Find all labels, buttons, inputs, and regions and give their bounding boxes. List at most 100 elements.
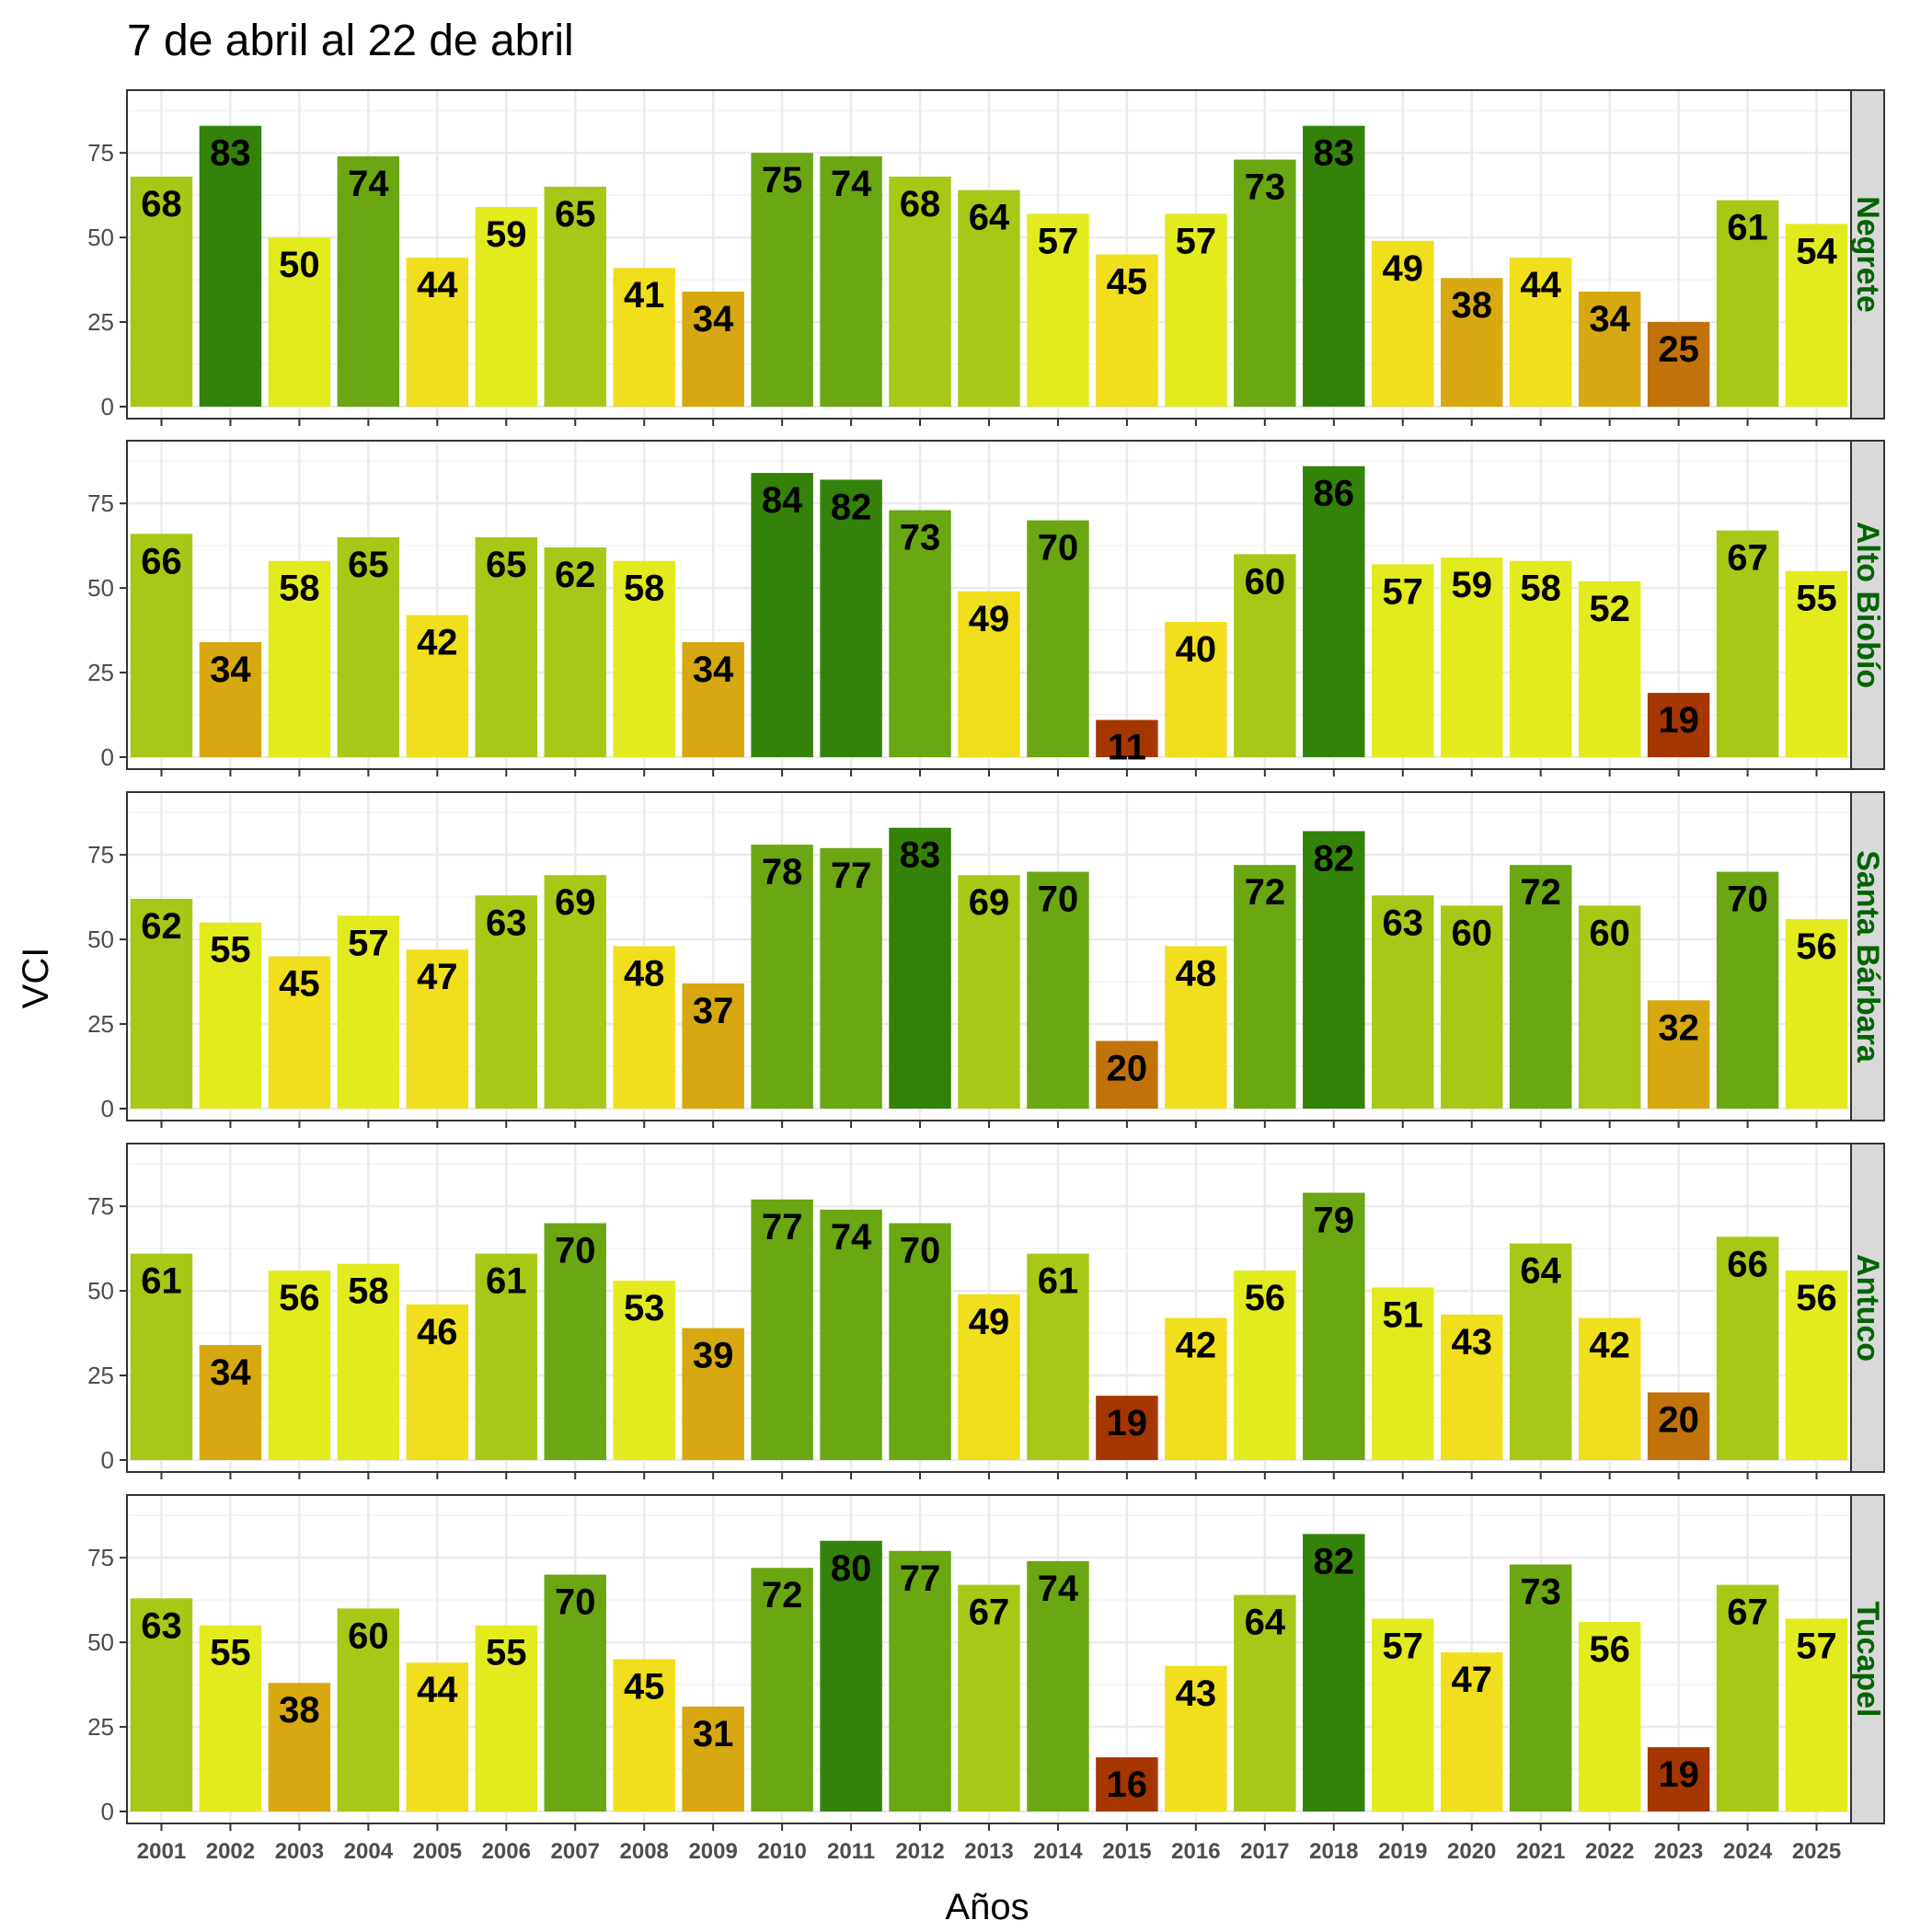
facet-panel: 63 55 38 60 44 55 70 45 31 72 80 77 67 74 16 43 64 82 57 47… [87, 1494, 1885, 1831]
bar [1027, 520, 1089, 757]
bar-value-label: 57 [1383, 1626, 1424, 1666]
x-axis-ticks: 2001 2002 2003 2004 2005 2006 2007 2008 2009 2010… [137, 1839, 1841, 1864]
bar [1716, 1236, 1779, 1460]
bar-value-label: 51 [1383, 1294, 1424, 1335]
bar-value-label: 52 [1589, 589, 1630, 629]
bar [1509, 258, 1572, 407]
bar [1303, 831, 1365, 1109]
x-tick-label: 2011 [827, 1839, 875, 1864]
bar [1372, 1618, 1434, 1811]
bar [544, 546, 606, 757]
bar [682, 641, 744, 757]
bar [1303, 466, 1365, 757]
bar-value-label: 19 [1658, 1754, 1699, 1795]
bar-value-label: 42 [1589, 1326, 1630, 1366]
x-tick-label: 2018 [1309, 1839, 1358, 1864]
bar-value-label: 78 [762, 852, 803, 892]
bar-value-label: 56 [1589, 1629, 1630, 1670]
bar [337, 1608, 400, 1811]
bar-value-label: 83 [210, 133, 251, 174]
bar-value-label: 72 [1245, 872, 1286, 913]
bar [682, 291, 744, 407]
bar-value-label: 82 [1314, 1541, 1355, 1581]
y-tick-label: 0 [101, 1798, 114, 1825]
bar-value-label: 57 [1383, 571, 1424, 612]
bar-value-label: 55 [486, 1633, 527, 1673]
bar [613, 268, 675, 407]
y-tick-label: 0 [101, 743, 114, 771]
bar [751, 845, 813, 1109]
bar [1096, 1396, 1158, 1460]
bar-value-label: 65 [348, 545, 389, 585]
bar [1027, 1560, 1089, 1811]
bar [820, 479, 882, 757]
bar [130, 1598, 193, 1811]
bar-value-label: 56 [279, 1278, 320, 1318]
bar-value-label: 59 [1451, 565, 1492, 605]
bar [1165, 1317, 1227, 1460]
bar [544, 1574, 606, 1811]
bar-value-label: 42 [417, 623, 458, 663]
bar-value-label: 77 [762, 1207, 803, 1248]
bar [1234, 554, 1296, 757]
bar [1785, 570, 1848, 757]
bar [1372, 895, 1434, 1109]
x-tick-label: 2023 [1654, 1839, 1703, 1864]
bar [475, 1625, 538, 1811]
facet-panel: 68 83 50 74 44 59 65 41 34 75 74 68 64 57 45 57 73 83 49 38… [87, 89, 1885, 426]
y-tick-label: 50 [87, 1277, 114, 1305]
bar-value-label: 73 [1520, 1572, 1561, 1613]
bar [1234, 159, 1296, 407]
bar-value-label: 66 [141, 541, 182, 581]
bar-value-label: 70 [1038, 880, 1079, 920]
bar [337, 536, 400, 757]
bar-value-label: 75 [762, 160, 803, 201]
bar-value-label: 77 [900, 1558, 941, 1599]
bar-value-label: 45 [279, 964, 320, 1005]
bar-value-label: 61 [1727, 208, 1768, 248]
bar [958, 190, 1020, 407]
facet-strip-label: Alto Biobío [1850, 522, 1885, 688]
bar-value-label: 74 [831, 164, 872, 204]
bar [751, 1568, 813, 1811]
bar [1785, 224, 1848, 407]
bar-value-label: 64 [969, 198, 1010, 238]
bar-value-label: 57 [1796, 1626, 1837, 1666]
x-tick-label: 2025 [1792, 1839, 1841, 1864]
bar [1303, 1534, 1365, 1811]
bar-value-label: 34 [1589, 299, 1630, 339]
bar [1096, 1757, 1158, 1811]
bar [820, 847, 882, 1109]
facet-panel: 62 55 45 57 47 63 69 48 37 78 77 83 69 70 20 48 72 82 63 60… [87, 791, 1885, 1128]
bar-value-label: 16 [1107, 1765, 1148, 1805]
bar-value-label: 83 [900, 835, 941, 876]
bar [475, 1253, 538, 1460]
facet-strip [1850, 89, 1885, 420]
bar [1716, 871, 1779, 1109]
x-tick-label: 2020 [1447, 1839, 1496, 1864]
y-tick-label: 25 [87, 659, 114, 686]
bar-value-label: 82 [831, 487, 872, 527]
bar-value-label: 41 [624, 275, 665, 316]
bar-value-label: 50 [279, 245, 320, 285]
bar [613, 946, 675, 1109]
bar [337, 915, 400, 1109]
y-tick-label: 75 [87, 489, 114, 517]
bar [1647, 1392, 1710, 1460]
x-tick-label: 2001 [137, 1839, 186, 1864]
bar-value-label: 67 [969, 1593, 1010, 1633]
bar [613, 560, 675, 757]
bar-value-label: 34 [693, 650, 734, 690]
bar-value-label: 73 [1245, 167, 1286, 208]
bar-value-label: 53 [624, 1288, 665, 1328]
y-tick-label: 25 [87, 1010, 114, 1038]
bar [1165, 1665, 1227, 1811]
bar-value-label: 45 [624, 1667, 665, 1708]
bar-value-label: 19 [1658, 700, 1699, 741]
bar [1578, 1317, 1641, 1460]
bar [1647, 1747, 1710, 1811]
bar [889, 827, 951, 1109]
bar [820, 155, 882, 407]
bar [199, 641, 262, 757]
